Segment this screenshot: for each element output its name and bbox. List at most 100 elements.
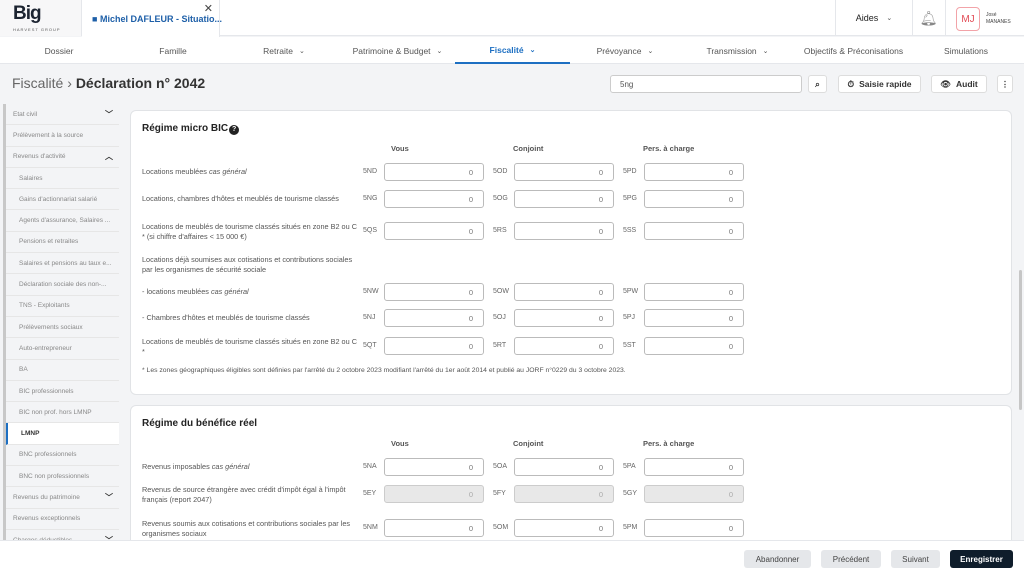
- amount-input-5og[interactable]: [514, 190, 614, 208]
- amount-input-5ow[interactable]: [514, 283, 614, 301]
- amount-input-5ng[interactable]: [384, 190, 484, 208]
- amount-input-5pd[interactable]: [644, 163, 744, 181]
- sidebar-item[interactable]: Revenus du patrimoine ﹀: [6, 487, 119, 509]
- amount-input-5qs[interactable]: [384, 222, 484, 240]
- field-code: 5EY: [363, 490, 377, 497]
- nav-tab-label: Patrimoine & Budget: [352, 45, 431, 56]
- chevron-down-icon[interactable]: ﹀: [105, 535, 113, 540]
- chevron-down-icon: ⌄: [647, 47, 654, 55]
- amount-input-5na[interactable]: [384, 458, 484, 476]
- amount-input-5qt[interactable]: [384, 337, 484, 355]
- sidebar-item[interactable]: BNC non professionnels: [6, 466, 119, 488]
- amount-input-5ss[interactable]: [644, 222, 744, 240]
- nav-tab-0[interactable]: Dossier: [0, 37, 118, 64]
- help-circle-icon[interactable]: ?: [229, 125, 240, 135]
- nav-tab-label: Prévoyance: [596, 45, 642, 56]
- close-icon[interactable]: ✕: [203, 3, 213, 15]
- amount-input-5rt[interactable]: [514, 337, 614, 355]
- amount-input-5pm[interactable]: [644, 519, 744, 537]
- column-header-pac: Pers. à charge: [643, 144, 695, 153]
- audit-button[interactable]: 👁︎ Audit: [931, 75, 987, 93]
- sidebar-item-label: BA: [19, 366, 28, 374]
- column-header-pac: Pers. à charge: [643, 439, 695, 448]
- sidebar-item[interactable]: Agents d'assurance, Salaires ...: [6, 210, 119, 232]
- amount-input-5nd[interactable]: [384, 163, 484, 181]
- chevron-down-icon[interactable]: ﹀: [105, 109, 113, 119]
- chevron-down-icon: ⌄: [886, 15, 893, 22]
- chevron-down-icon: ⌄: [762, 47, 769, 55]
- amount-input-5pa[interactable]: [644, 458, 744, 476]
- chevron-down-icon[interactable]: ﹀: [105, 492, 113, 502]
- more-options-button[interactable]: ⋮: [997, 75, 1013, 93]
- amount-input-5od[interactable]: [514, 163, 614, 181]
- sidebar-item[interactable]: Pensions et retraites: [6, 231, 119, 254]
- field-label-italic: cas général: [211, 462, 250, 471]
- nav-tab-7[interactable]: Objectifs & Préconisations: [795, 37, 912, 64]
- sidebar-item[interactable]: BIC non prof. hors LMNP: [6, 402, 119, 424]
- amount-input-5nm[interactable]: [384, 519, 484, 537]
- nav-tab-3[interactable]: Patrimoine & Budget ⌄: [340, 37, 455, 64]
- amount-input-5om[interactable]: [514, 519, 614, 537]
- amount-input-5nw[interactable]: [384, 283, 484, 301]
- breadcrumb[interactable]: Fiscalité: [12, 75, 64, 91]
- eye-icon: 👁︎: [940, 78, 952, 89]
- previous-button[interactable]: Précédent: [821, 550, 881, 568]
- logo-text: Big: [13, 3, 42, 24]
- file-tab[interactable]: ■ Michel DAFLEUR - Situatio... ✕: [82, 0, 222, 37]
- nav-tab-6[interactable]: Transmission ⌄: [680, 37, 795, 64]
- sidebar-item[interactable]: Etat civil ﹀: [6, 104, 119, 126]
- amount-input-5oa[interactable]: [514, 458, 614, 476]
- sidebar-item[interactable]: BNC professionnels: [6, 444, 119, 467]
- nav-tab-label: Retraite: [263, 45, 293, 56]
- amount-input-5pj[interactable]: [644, 309, 744, 327]
- sidebar-item-label: Prélèvements sociaux: [19, 323, 83, 331]
- sidebar-item[interactable]: Salaires: [6, 167, 119, 190]
- sidebar-item[interactable]: Revenus exceptionnels: [6, 508, 119, 530]
- sidebar-item[interactable]: Auto-entrepreneur: [6, 338, 119, 360]
- chevron-up-icon[interactable]: ︿: [105, 152, 113, 162]
- sidebar-item[interactable]: BA: [6, 359, 119, 381]
- scrollbar[interactable]: [1019, 270, 1022, 410]
- sidebar-item[interactable]: Charges déductibles ﹀: [6, 529, 119, 540]
- next-button[interactable]: Suivant: [891, 550, 940, 568]
- sidebar-item[interactable]: Prélèvements sociaux: [6, 316, 119, 339]
- amount-input-5oj[interactable]: [514, 309, 614, 327]
- sidebar-item[interactable]: Gains d'actionnariat salarié: [6, 189, 119, 211]
- nav-tab-1[interactable]: Famille: [118, 37, 228, 64]
- field-label: Revenus de source étrangère avec crédit …: [142, 485, 357, 505]
- help-menu[interactable]: Aides ⌄: [836, 0, 912, 36]
- sidebar-item[interactable]: LMNP: [6, 423, 119, 445]
- amount-input-5pw[interactable]: [644, 283, 744, 301]
- sidebar-item[interactable]: Déclaration sociale des non-...: [6, 274, 119, 296]
- bell-icon[interactable]: 🔔︎: [919, 9, 938, 26]
- sidebar-item[interactable]: TNS - Exploitants: [6, 295, 119, 317]
- nav-tab-5[interactable]: Prévoyance ⌄: [570, 37, 680, 64]
- abandon-button[interactable]: Abandonner: [744, 550, 811, 568]
- nav-tab-8[interactable]: Simulations: [912, 37, 1020, 64]
- quick-entry-button[interactable]: ⏱ Saisie rapide: [838, 75, 921, 93]
- amount-input-5pg[interactable]: [644, 190, 744, 208]
- logo[interactable]: Big HARVEST GROUP: [0, 0, 82, 36]
- section-title: Régime micro BIC?: [142, 123, 240, 135]
- nav-tab-label: Famille: [159, 45, 187, 56]
- search-input[interactable]: [610, 75, 802, 93]
- amount-input-5nj[interactable]: [384, 309, 484, 327]
- sidebar-item[interactable]: Revenus d'activité ︿: [6, 146, 119, 168]
- nav-tab-label: Transmission: [706, 45, 757, 56]
- amount-input-5rs[interactable]: [514, 222, 614, 240]
- field-label-text: Locations de meublés de tourisme classés…: [142, 222, 357, 241]
- field-label: Revenus soumis aux cotisations et contri…: [142, 519, 357, 539]
- chevron-down-icon: ⌄: [529, 46, 536, 54]
- field-code: 5NM: [363, 524, 378, 531]
- nav-tab-2[interactable]: Retraite ⌄: [228, 37, 340, 64]
- save-button[interactable]: Enregistrer: [950, 550, 1013, 568]
- avatar[interactable]: MJ: [956, 7, 980, 31]
- page-title: Fiscalité › Déclaration n° 2042: [12, 75, 206, 91]
- amount-input-5st[interactable]: [644, 337, 744, 355]
- sidebar-item[interactable]: BIC professionnels: [6, 380, 119, 403]
- nav-tab-4[interactable]: Fiscalité ⌄: [455, 37, 570, 64]
- logo-subtext: HARVEST GROUP: [13, 27, 61, 32]
- sidebar-item[interactable]: Salaires et pensions au taux e...: [6, 253, 119, 275]
- sidebar-item[interactable]: Prélèvement à la source: [6, 125, 119, 147]
- search-button[interactable]: ⌕: [808, 75, 827, 93]
